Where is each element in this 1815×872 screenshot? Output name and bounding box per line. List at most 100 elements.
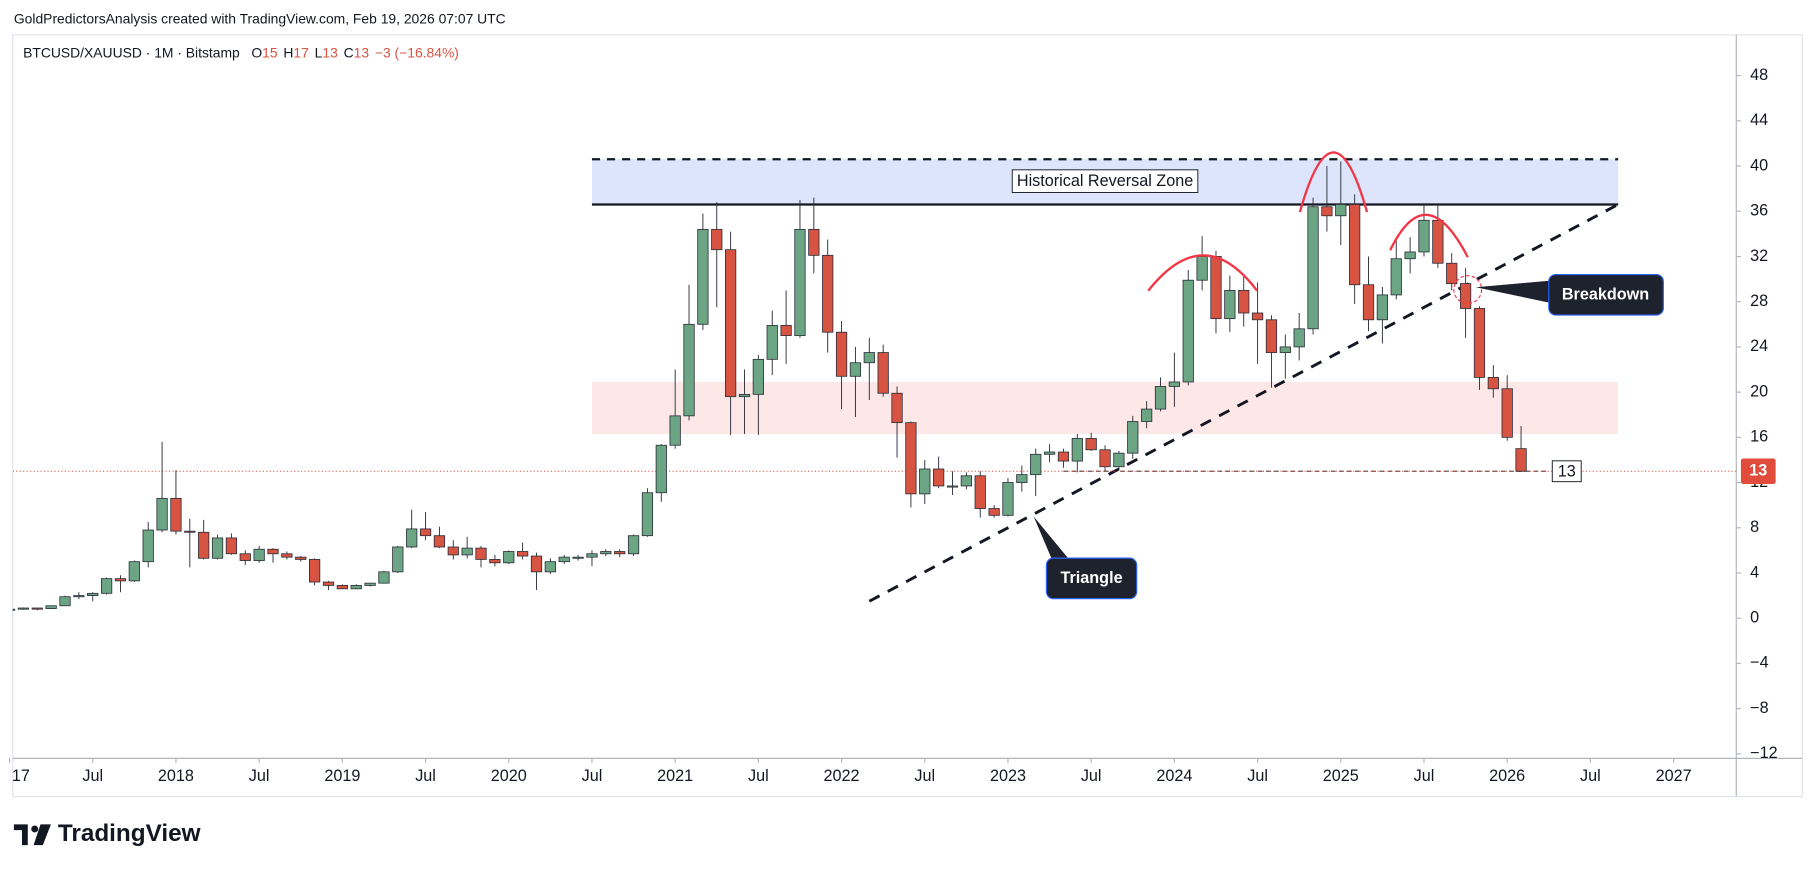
candle-body [1196,256,1208,281]
zone-label: Historical Reversal Zone [1017,172,1193,190]
candle-body [114,578,127,582]
ohlc-value: 17 [293,44,309,60]
candle-body [364,582,376,586]
candle-body [211,537,224,559]
candle-body [1099,449,1111,468]
x-tick-label: 2026 [1489,767,1525,785]
candle-body [1515,448,1527,472]
candle-body [822,254,834,333]
logo-mark [33,824,51,846]
candle-body [1002,482,1014,516]
breakdown-circle [1453,275,1483,305]
candle-body [225,537,238,555]
candle-body [170,497,182,532]
callout-box [1045,557,1138,600]
logo: TradingView [13,820,201,847]
candle-body [655,444,667,494]
candle-body [100,578,113,594]
header-title: GoldPredictorsAnalysis created with Trad… [14,11,506,27]
candle-body [1473,308,1486,378]
price-label: 13 [1749,462,1767,480]
x-tick-label: 17 [12,767,30,785]
candle-body [1390,258,1402,296]
candle-body [1016,474,1028,483]
trendline [868,203,1619,603]
legend: BTCUSD/XAUUSD · 1M · Bitstamp O15 H17 L13 C1… [23,44,459,60]
candle-body [1238,289,1250,314]
candle-body [877,352,889,394]
x-tick-label: Jul [249,767,270,785]
candle-body [1210,256,1222,320]
candle-body [322,581,335,586]
zone-label-box [1011,169,1199,193]
arc [1147,254,1258,292]
ohlc-key: C [344,44,354,60]
candle-body [766,325,778,360]
candle-body [849,362,862,377]
ohlc-key: L [315,44,323,60]
x-tick-label: 2024 [1156,767,1192,785]
candle-body [752,358,764,395]
y-tick-label: 0 [1750,608,1759,626]
callout-pointer [1475,280,1554,304]
candle-body [433,535,446,548]
price-label-box [1740,458,1776,484]
y-tick-label: 40 [1750,156,1768,174]
x-tick-label: 2023 [990,767,1026,785]
candle-body [1085,438,1097,451]
candle-body [1168,381,1180,387]
candle-body [239,553,251,561]
candle-body [517,551,529,557]
candle-body [1446,262,1458,285]
candle-body [1141,408,1153,422]
candle-body [960,475,972,487]
candle-body [863,352,875,364]
y-tick-label: 44 [1750,111,1768,129]
candle-body [350,585,362,590]
candle-body [1404,251,1416,260]
callout-label: Breakdown [1562,286,1649,304]
candle-body [87,592,99,596]
candle-body [198,531,210,559]
candle-body [1224,289,1236,320]
x-tick-label: Jul [82,767,103,785]
y-tick-label: 24 [1750,337,1768,355]
candle-body [738,393,751,398]
ohlc-key: O [251,44,262,60]
y-tick-label: 20 [1750,382,1768,400]
y-tick-label: 4 [1750,563,1759,581]
candle-body [295,556,307,560]
candle-body [669,415,681,446]
candle-body [281,553,293,558]
y-tick-label: −4 [1750,654,1768,672]
candle-body [1321,206,1333,217]
candle-body [627,535,640,555]
x-tick-label: 2018 [158,767,194,785]
candle-body [447,546,459,556]
candle-body [12,608,16,611]
symbol: BTCUSD/XAUUSD · 1M · Bitstamp [23,44,240,60]
candle-body [503,551,515,564]
y-tick-label: 16 [1750,428,1768,446]
candle-body [1487,377,1499,390]
candle-body [572,556,584,559]
candle-body [406,528,418,548]
x-tick-label: Jul [1414,767,1435,785]
candle-body [1501,388,1513,438]
candle-body [267,548,279,555]
candle-body [808,228,820,256]
zone [591,381,1619,434]
candle-body [45,605,57,609]
candle-body [1071,438,1083,462]
level-label: 13 [1558,463,1576,481]
candle-body [378,571,390,584]
candle-body [530,555,543,573]
candle-body [1335,204,1347,217]
candle-body [614,551,626,555]
ohlc-value: 13 [354,44,370,60]
candle-body [683,323,695,417]
candle-body [905,422,917,495]
candle-body [544,561,556,573]
